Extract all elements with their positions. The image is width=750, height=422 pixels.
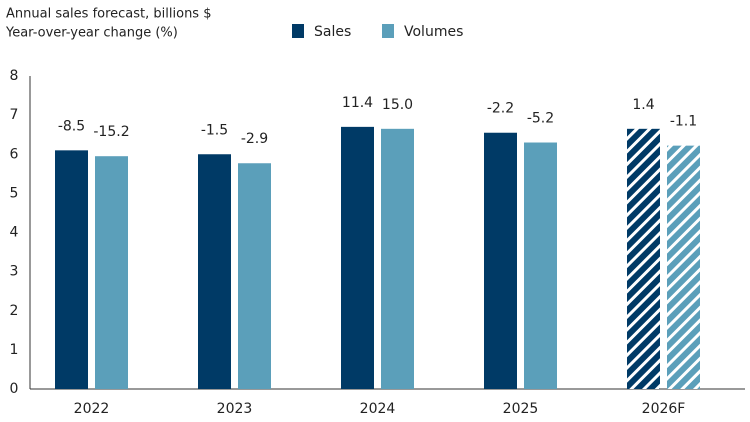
bar <box>484 132 517 389</box>
data-label: 15.0 <box>382 97 413 113</box>
data-label: 11.4 <box>342 95 373 111</box>
data-label: -1.5 <box>201 122 228 138</box>
y-tick-label: 8 <box>10 68 19 84</box>
bar <box>341 126 374 390</box>
bar <box>667 145 700 389</box>
y-tick-label: 5 <box>10 185 19 201</box>
bar <box>238 163 271 389</box>
x-tick-label: 2025 <box>503 401 539 417</box>
data-label: -2.9 <box>241 131 268 147</box>
data-label: -2.2 <box>487 101 514 117</box>
bar <box>95 156 128 389</box>
y-tick-label: 0 <box>10 381 19 397</box>
y-tick-label: 2 <box>10 303 19 319</box>
data-label: -8.5 <box>58 118 85 134</box>
chart-subtitle: Year-over-year change (%) <box>5 26 178 41</box>
bar <box>198 154 231 389</box>
legend-swatch <box>292 24 304 38</box>
y-tick-label: 7 <box>10 107 19 123</box>
legend-swatch <box>382 24 394 38</box>
bar <box>381 128 414 389</box>
bar <box>55 150 88 389</box>
y-tick-label: 6 <box>10 146 19 162</box>
chart-title: Annual sales forecast, billions $ <box>6 7 211 22</box>
y-tick-label: 3 <box>10 264 19 280</box>
data-label: -5.2 <box>527 111 554 127</box>
x-tick-label: 2026F <box>642 401 686 417</box>
x-tick-label: 2023 <box>217 401 253 417</box>
legend-label: Sales <box>314 24 351 40</box>
x-tick-label: 2024 <box>360 401 396 417</box>
data-label: -15.2 <box>93 124 129 140</box>
bar <box>627 128 660 389</box>
bar <box>524 142 557 389</box>
legend-label: Volumes <box>404 24 463 40</box>
data-label: -1.1 <box>670 114 697 130</box>
y-tick-label: 1 <box>10 342 19 358</box>
y-tick-label: 4 <box>10 225 19 241</box>
data-label: 1.4 <box>632 97 654 113</box>
x-tick-label: 2022 <box>74 401 110 417</box>
